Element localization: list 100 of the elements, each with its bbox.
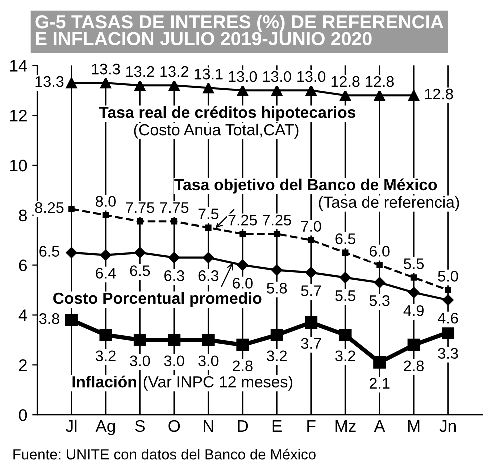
point: [274, 231, 280, 238]
data-label: 3.2: [96, 350, 116, 362]
x-tick-label: Jl: [66, 420, 77, 432]
data-label: 4.6: [438, 312, 458, 324]
point: [68, 206, 75, 212]
point: [168, 334, 181, 346]
data-label: 5.5: [404, 258, 424, 270]
y-tick-label: 0: [19, 409, 28, 422]
x-tick-label: A: [374, 420, 386, 432]
point: [236, 338, 250, 352]
point: [134, 247, 146, 258]
data-label: 13.2: [160, 66, 189, 78]
y-tick-label: 14: [10, 60, 28, 72]
point: [445, 287, 452, 294]
data-label: 6.3: [198, 270, 219, 282]
point: [376, 262, 383, 268]
data-label: 13.0: [263, 71, 292, 82]
data-label: 8.25: [35, 202, 64, 214]
x-tick-label: Mz: [336, 420, 356, 432]
point: [66, 247, 78, 258]
data-label: 4.9: [404, 306, 424, 316]
point: [100, 328, 112, 342]
point: [65, 314, 78, 326]
data-label: 7.5: [198, 208, 219, 220]
point: [305, 316, 318, 329]
point: [168, 252, 180, 264]
point: [340, 90, 352, 102]
data-label: 3.0: [130, 356, 150, 367]
annotation: (Tasa de referencia): [319, 196, 460, 212]
data-label: 6.5: [40, 246, 60, 257]
data-label: 12.8: [332, 76, 360, 88]
point: [272, 264, 283, 276]
x-tick-label: F: [308, 420, 316, 432]
point: [134, 80, 146, 92]
point: [306, 267, 317, 278]
point: [342, 250, 349, 256]
data-label: 2.8: [233, 360, 253, 372]
data-label: 7.75: [126, 202, 154, 214]
point: [202, 334, 215, 346]
point: [171, 218, 178, 225]
point: [306, 85, 317, 96]
point: [408, 90, 420, 102]
y-tick-label: 10: [10, 160, 28, 172]
point: [237, 85, 248, 96]
data-label: 3.0: [198, 356, 219, 367]
data-label: 6.3: [164, 270, 184, 282]
x-tick-label: E: [272, 420, 282, 432]
data-label: 6.0: [370, 246, 390, 257]
point: [270, 328, 284, 342]
point: [102, 212, 110, 219]
data-label: 3.3: [438, 348, 458, 360]
y-tick-label: 12: [10, 110, 27, 122]
data-label: 13.1: [194, 68, 223, 80]
data-label: 2.1: [370, 378, 390, 389]
point: [374, 277, 386, 288]
data-label: 3.7: [301, 338, 322, 350]
data-label: 5.5: [336, 290, 356, 302]
point: [203, 82, 214, 94]
data-label: 3.2: [336, 350, 356, 362]
data-label: 5.7: [301, 286, 322, 296]
x-tick-label: O: [168, 420, 180, 432]
point: [374, 356, 386, 369]
x-tick-label: M: [408, 420, 420, 432]
point: [240, 231, 246, 238]
data-label: 8.0: [96, 196, 116, 208]
point: [168, 80, 180, 92]
point: [442, 294, 454, 306]
data-label: 6.5: [130, 266, 150, 276]
point: [237, 260, 248, 271]
data-label: 3.2: [267, 350, 287, 362]
point: [100, 78, 112, 89]
annotation: (Var INPC 12 meses): [144, 376, 293, 391]
x-tick-label: N: [204, 420, 214, 432]
data-label: 5.8: [267, 283, 288, 294]
point: [442, 326, 455, 339]
data-label: 13.0: [229, 71, 258, 82]
point: [340, 272, 352, 284]
annotation: (Costo Anua Total,CAT): [134, 124, 299, 139]
data-label: 6.4: [96, 268, 116, 279]
point: [408, 287, 420, 298]
data-label: 13.3: [92, 64, 120, 75]
data-label: 5.0: [438, 271, 458, 282]
chart-title: G-5 TASAS DE INTERES (%) DE REFERENCIA E INFLACION JULIO 2019-JUNIO 2020: [36, 14, 444, 46]
data-label: 12.8: [425, 88, 454, 100]
data-label: 13.2: [126, 66, 154, 78]
point: [272, 85, 283, 96]
data-label: 7.0: [302, 221, 322, 232]
data-label: 7.25: [228, 214, 258, 226]
series-label: Tasa real de créditos hipotecarios: [99, 106, 356, 122]
data-label: 7.75: [160, 202, 189, 214]
series-label: Costo Porcentual promedio: [54, 292, 262, 308]
data-label: 7.25: [263, 214, 292, 226]
point: [308, 237, 314, 244]
point: [137, 218, 144, 225]
series-label: Tasa objetivo del Banco de México: [174, 178, 438, 194]
point: [203, 252, 214, 264]
point: [206, 224, 212, 232]
x-tick-label: D: [238, 420, 248, 432]
y-tick-label: 4: [18, 310, 28, 322]
point: [410, 274, 418, 281]
